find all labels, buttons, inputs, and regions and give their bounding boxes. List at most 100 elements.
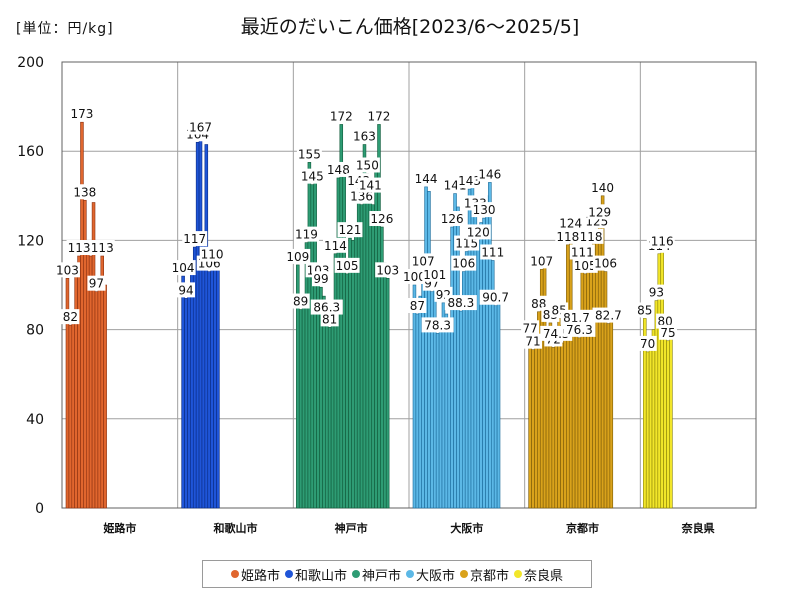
data-label: 143: [458, 174, 481, 188]
data-label: 138: [73, 185, 96, 199]
data-label-bg: [354, 157, 380, 173]
bar-2-19: [351, 240, 355, 509]
y-tick-label: 80: [26, 323, 44, 339]
data-label-bg: [357, 177, 383, 193]
data-label-bg: [320, 311, 339, 327]
data-label: 167: [189, 121, 212, 135]
bar-0-10: [94, 291, 99, 509]
data-label: 117: [183, 232, 206, 246]
bar-4-8: [551, 347, 556, 509]
data-label-bg: [569, 244, 595, 260]
bar-2-16: [342, 166, 346, 509]
data-label: 106: [594, 257, 617, 271]
bar-4-14: [568, 231, 573, 509]
bar-2-9: [322, 295, 326, 509]
x-category-label: 大阪市: [450, 521, 483, 535]
bar-4-18: [580, 260, 585, 509]
bar-0-2: [71, 320, 76, 509]
data-label-bg: [649, 233, 675, 249]
data-label-bg: [199, 246, 225, 262]
data-label: 85: [637, 303, 652, 317]
legend-dot-icon: [514, 570, 523, 578]
bar-2-4: [307, 162, 312, 509]
data-label: 148: [327, 163, 350, 177]
data-label-bg: [311, 271, 330, 287]
legend-item-himeji: 姫路市: [230, 565, 280, 584]
bar-1-0: [181, 275, 185, 509]
y-tick-label: 200: [17, 55, 44, 71]
data-label-bg: [465, 224, 491, 240]
data-label-bg: [334, 257, 360, 273]
x-category-label: 姫路市: [103, 521, 136, 535]
bar-5-3: [651, 329, 656, 509]
data-label-bg: [69, 106, 95, 122]
legend-label: 和歌山市: [294, 568, 347, 584]
bar-4-22: [592, 240, 596, 509]
data-label: 113: [68, 241, 91, 255]
data-label-bg: [325, 161, 351, 177]
bar-5-1: [645, 351, 650, 509]
bar-3-0: [412, 284, 417, 509]
bar-2-31: [385, 278, 390, 509]
bar-2-12: [330, 324, 335, 509]
bar-4-16: [574, 325, 579, 509]
data-label: 90.7: [482, 291, 509, 305]
bar-2-30: [383, 262, 387, 509]
data-label-bg: [529, 253, 555, 269]
data-label-bg: [188, 119, 214, 135]
data-label: 173: [70, 107, 93, 121]
bar-2-10: [325, 315, 329, 509]
data-label: 146: [478, 167, 501, 181]
data-label-bg: [555, 228, 581, 244]
bar-3-1: [415, 313, 420, 509]
bar-1-11: [213, 266, 217, 509]
y-tick-label: 40: [26, 412, 44, 428]
data-label-bg: [592, 307, 625, 323]
data-label: 87: [410, 299, 425, 313]
bar-2-2: [301, 300, 306, 509]
bar-4-1: [531, 349, 535, 509]
data-label-bg: [421, 317, 454, 333]
x-category-label: 奈良県: [681, 521, 715, 535]
x-category-label: 京都市: [566, 521, 599, 535]
bar-0-13: [103, 284, 107, 509]
data-label-bg: [296, 146, 322, 162]
data-label: 145: [301, 170, 324, 184]
legend-dot-icon: [460, 570, 469, 578]
bar-1-1: [184, 298, 188, 509]
bar-4-7: [548, 322, 553, 509]
data-label-bg: [337, 222, 363, 238]
data-label-bg: [177, 282, 196, 298]
bar-0-1: [68, 324, 73, 509]
bar-3-24: [482, 217, 486, 509]
data-label: 107: [412, 254, 435, 268]
bar-3-29: [496, 302, 501, 509]
data-label: 155: [298, 147, 321, 161]
bar-3-22: [476, 240, 480, 509]
data-label-bg: [590, 179, 616, 195]
data-label-bg: [54, 262, 80, 278]
legend-dot-icon: [406, 570, 414, 578]
bar-1-9: [207, 271, 211, 509]
plot-border: [61, 61, 757, 509]
data-label-bg: [647, 284, 666, 300]
bar-1-6: [198, 135, 203, 509]
bar-1-12: [216, 262, 220, 509]
data-label: 121: [339, 223, 362, 237]
data-label-bg: [444, 295, 477, 311]
data-label: 101: [423, 268, 446, 282]
bar-2-13: [333, 253, 338, 509]
data-label-bg: [322, 237, 348, 253]
data-label-bg: [480, 244, 506, 260]
bar-4-27: [606, 323, 611, 509]
data-label-bg: [310, 299, 343, 315]
data-label-bg: [422, 266, 448, 282]
legend-item-nara: 奈良県: [514, 565, 563, 584]
bar-4-28: [609, 318, 614, 509]
data-label: 130: [473, 203, 496, 217]
data-label-bg: [285, 248, 311, 264]
bar-5-9: [669, 333, 673, 509]
unit-label: [単位：円/kg]: [16, 21, 114, 37]
data-label: 109: [286, 250, 309, 264]
data-label: 94: [178, 283, 193, 297]
